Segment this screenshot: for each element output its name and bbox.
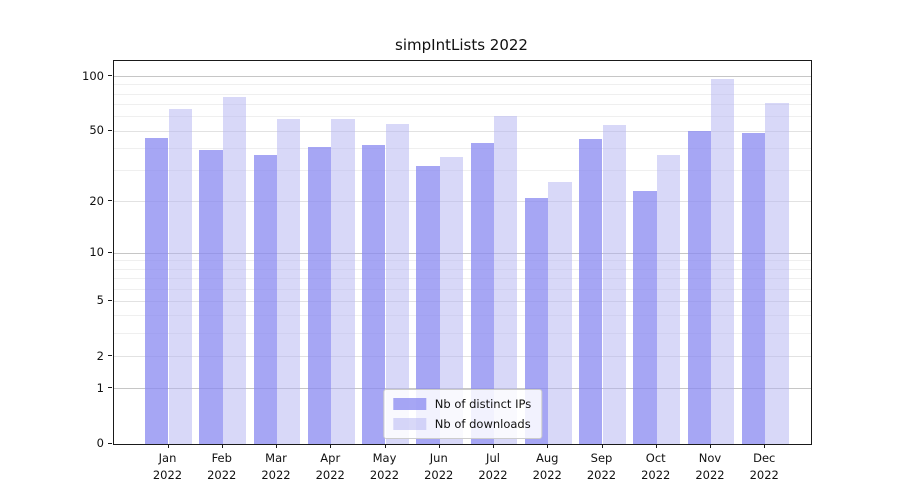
x-tick-jun xyxy=(438,444,440,448)
y-tick-label-1: 1 xyxy=(96,380,104,395)
bar-dec-downloads xyxy=(765,102,789,444)
legend-item-downloads: Nb of downloads xyxy=(392,417,531,431)
bar-jul-distinct-ips xyxy=(470,142,494,444)
x-tick-feb xyxy=(221,444,223,448)
legend-item-distinct-ips: Nb of distinct IPs xyxy=(392,397,532,411)
bar-aug-downloads xyxy=(548,181,572,444)
bar-dec-distinct-ips xyxy=(741,132,766,444)
bar-nov-distinct-ips xyxy=(687,131,711,444)
x-tick-label-nov: Nov 2022 xyxy=(695,451,725,482)
gridline-y-100 xyxy=(114,76,811,78)
bar-sep-downloads xyxy=(602,125,626,444)
y-tick-label-5: 5 xyxy=(96,293,104,308)
x-tick-label-mar: Mar 2022 xyxy=(261,451,291,482)
legend-swatch-downloads xyxy=(392,418,426,430)
x-tick-nov xyxy=(710,444,711,448)
x-tick-oct xyxy=(655,444,657,448)
bar-jul-downloads xyxy=(494,115,518,444)
x-tick-apr xyxy=(330,444,332,448)
gridline-y-40 xyxy=(114,147,811,149)
bar-oct-downloads xyxy=(656,154,681,444)
legend-label-downloads: Nb of downloads xyxy=(434,417,531,431)
legend-swatch-distinct-ips xyxy=(392,398,426,410)
bar-oct-distinct-ips xyxy=(633,191,657,444)
x-tick-label-aug: Aug 2022 xyxy=(532,451,562,482)
x-tick-aug xyxy=(547,444,549,448)
y-tick-label-100: 100 xyxy=(82,68,104,83)
x-tick-label-sep: Sep 2022 xyxy=(586,451,617,482)
y-tick-2 xyxy=(108,355,112,357)
bar-may-downloads xyxy=(385,123,409,444)
y-tick-label-10: 10 xyxy=(89,245,104,260)
bar-jun-distinct-ips xyxy=(416,165,440,444)
x-tick-jul xyxy=(493,444,494,448)
bar-feb-distinct-ips xyxy=(199,150,223,444)
y-tick-100 xyxy=(108,75,112,77)
legend-label-distinct-ips: Nb of distinct IPs xyxy=(434,397,532,411)
bar-feb-downloads xyxy=(222,97,247,444)
bar-mar-downloads xyxy=(277,119,301,444)
y-tick-label-2: 2 xyxy=(96,348,104,363)
y-tick-label-20: 20 xyxy=(89,193,104,208)
y-tick-20 xyxy=(108,200,112,202)
chart-title: simpIntLists 2022 xyxy=(395,36,528,54)
bar-nov-downloads xyxy=(711,79,735,444)
gridline-y-90 xyxy=(114,84,811,86)
y-tick-1 xyxy=(108,387,112,389)
plot-area: Nb of distinct IPs Nb of downloads xyxy=(113,60,812,445)
gridline-y-60 xyxy=(114,116,811,118)
y-tick-50 xyxy=(108,129,112,131)
x-tick-label-jan: Jan 2022 xyxy=(152,451,183,482)
bar-jun-downloads xyxy=(439,156,464,444)
x-tick-label-jul: Jul 2022 xyxy=(478,451,508,482)
y-tick-label-50: 50 xyxy=(89,123,104,138)
x-tick-label-feb: Feb 2022 xyxy=(207,451,237,482)
y-tick-0 xyxy=(108,442,112,444)
x-tick-label-may: May 2022 xyxy=(369,451,400,482)
bar-apr-downloads xyxy=(331,119,355,444)
bar-jan-distinct-ips xyxy=(145,137,169,444)
x-tick-label-apr: Apr 2022 xyxy=(315,451,345,482)
x-tick-label-dec: Dec 2022 xyxy=(749,451,779,482)
y-tick-10 xyxy=(108,251,112,253)
y-tick-label-0: 0 xyxy=(96,436,104,450)
gridline-y-80 xyxy=(114,93,811,95)
bar-sep-distinct-ips xyxy=(579,139,603,444)
bar-apr-distinct-ips xyxy=(307,146,332,444)
y-tick-5 xyxy=(108,299,112,301)
x-tick-label-jun: Jun 2022 xyxy=(424,451,454,482)
bar-jan-downloads xyxy=(168,109,192,444)
x-tick-may xyxy=(384,444,386,448)
x-tick-sep xyxy=(601,444,603,448)
x-tick-dec xyxy=(764,444,766,448)
bar-may-distinct-ips xyxy=(362,144,386,444)
x-tick-jan xyxy=(167,444,169,448)
gridline-y-70 xyxy=(114,104,811,106)
bar-aug-distinct-ips xyxy=(524,198,549,444)
x-tick-mar xyxy=(276,444,277,448)
gridline-y-50 xyxy=(114,130,811,132)
bar-mar-distinct-ips xyxy=(253,154,277,444)
legend: Nb of distinct IPs Nb of downloads xyxy=(382,389,543,439)
x-tick-label-oct: Oct 2022 xyxy=(641,451,671,482)
